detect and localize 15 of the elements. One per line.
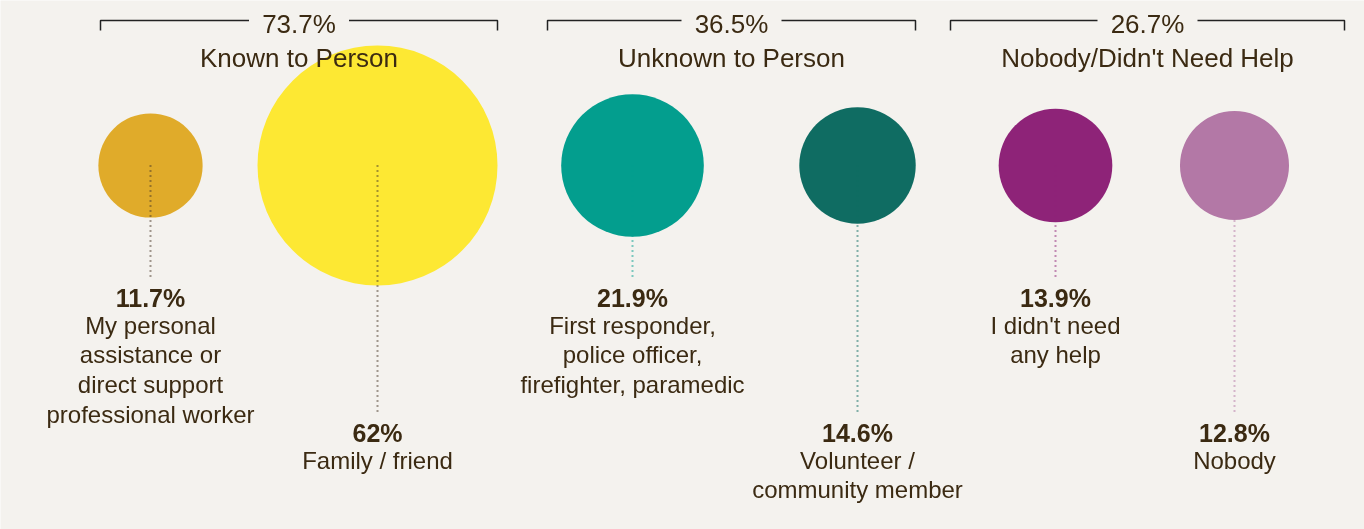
data-label: 12.8% bbox=[1199, 418, 1270, 447]
category-label: My personal assistance or direct support professional worker bbox=[46, 311, 255, 428]
text: 73.7% Known to Person bbox=[200, 8, 399, 73]
data-label: 14.6% bbox=[822, 418, 893, 447]
data-label: 62% bbox=[352, 418, 403, 447]
category-label: I didn't need any help bbox=[990, 311, 1121, 369]
data-label: 13.9% bbox=[1020, 283, 1091, 312]
category-label: Volunteer / community member bbox=[752, 446, 963, 504]
data-label: 21.9% bbox=[597, 283, 668, 312]
category-label: Nobody bbox=[1193, 446, 1276, 474]
category-label: First responder, police officer, firefighter, paramedic bbox=[520, 311, 745, 398]
text: 36.5% Unknown to Person bbox=[618, 8, 845, 73]
text: 26.7% Nobody/Didn't Need Help bbox=[1001, 8, 1294, 73]
data-label: 11.7% bbox=[115, 283, 186, 312]
category-label: Family / friend bbox=[302, 446, 453, 474]
